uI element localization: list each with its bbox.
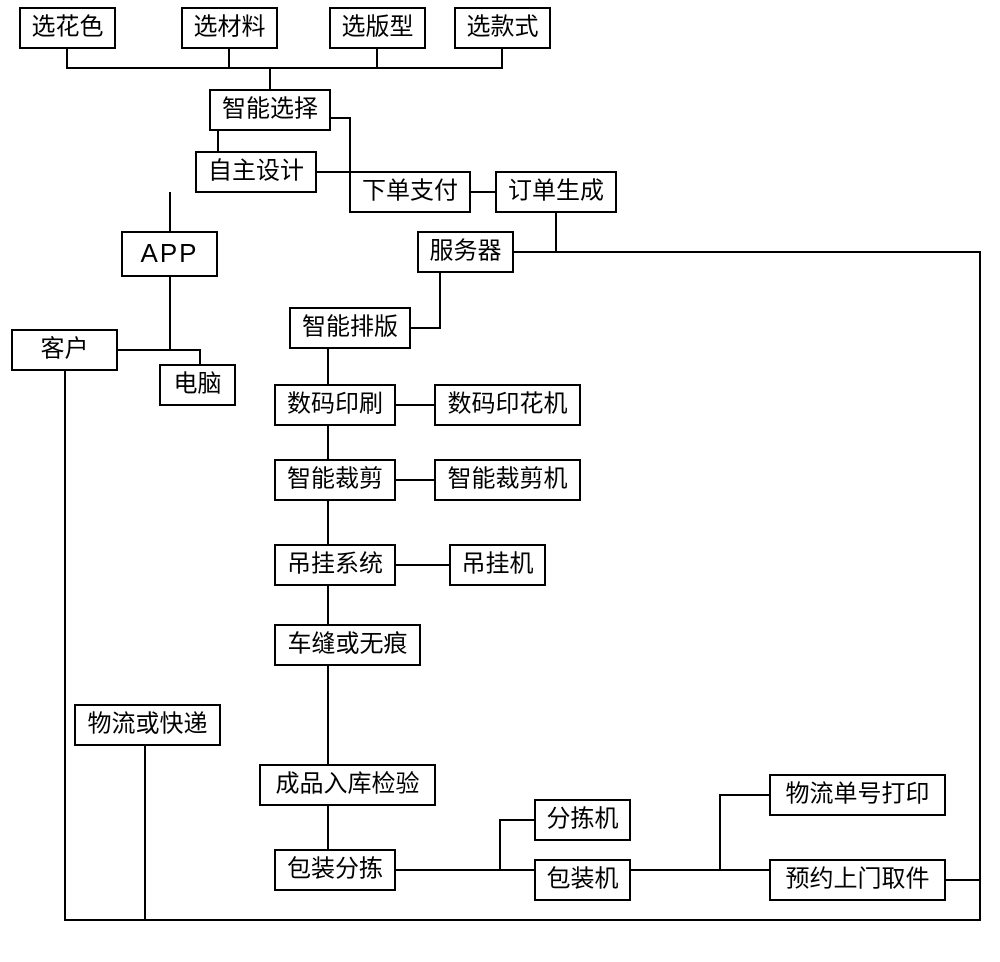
- node-label: 包装分拣: [287, 856, 383, 883]
- node-label: APP: [140, 238, 198, 268]
- node-packer: 包装机: [535, 860, 630, 900]
- edge: [410, 272, 440, 328]
- node-computer: 电脑: [160, 365, 235, 405]
- node-label: 包装机: [547, 866, 619, 893]
- node-label: 客户: [41, 336, 89, 363]
- node-sel_version: 选版型: [330, 8, 425, 48]
- node-pack_sort: 包装分拣: [275, 850, 395, 890]
- node-label: 智能裁剪: [287, 466, 383, 493]
- node-hang_sys: 吊挂系统: [275, 545, 395, 585]
- node-app: APP: [122, 232, 217, 276]
- node-label: 自主设计: [208, 158, 304, 185]
- node-label: 下单支付: [362, 178, 458, 205]
- node-sorter: 分拣机: [535, 800, 630, 840]
- node-hanger: 吊挂机: [450, 545, 545, 585]
- node-label: 吊挂系统: [287, 551, 383, 578]
- node-server: 服务器: [418, 232, 513, 272]
- node-label: 数码印刷: [287, 391, 383, 418]
- node-cutter: 智能裁剪机: [435, 460, 580, 500]
- edge: [67, 48, 502, 68]
- node-label: 选花色: [32, 14, 104, 41]
- node-label: 分拣机: [547, 806, 619, 833]
- node-order_gen: 订单生成: [496, 172, 616, 212]
- node-self_design: 自主设计: [196, 152, 316, 192]
- node-label: 选版型: [342, 14, 414, 41]
- node-print_no: 物流单号打印: [770, 775, 945, 815]
- node-printer: 数码印花机: [435, 385, 580, 425]
- node-logistics: 物流或快递: [75, 705, 220, 745]
- edge: [395, 820, 535, 870]
- node-label: 物流或快递: [88, 711, 208, 738]
- node-label: 智能裁剪机: [448, 466, 568, 493]
- node-label: 智能排版: [302, 314, 398, 341]
- node-label: 车缝或无痕: [288, 631, 408, 658]
- node-smart_select: 智能选择: [210, 90, 330, 130]
- node-sew: 车缝或无痕: [275, 625, 420, 665]
- node-label: 电脑: [174, 371, 222, 398]
- node-sel_material: 选材料: [182, 8, 277, 48]
- node-inspection: 成品入库检验: [260, 765, 435, 805]
- node-pickup: 预约上门取件: [770, 860, 945, 900]
- edge: [513, 212, 556, 252]
- node-digital_print: 数码印刷: [275, 385, 395, 425]
- node-smart_cut: 智能裁剪: [275, 460, 395, 500]
- edge: [630, 795, 770, 870]
- edge: [117, 350, 200, 365]
- node-order_pay: 下单支付: [350, 172, 470, 212]
- node-label: 吊挂机: [462, 551, 534, 578]
- node-label: 服务器: [430, 238, 502, 265]
- node-label: 智能选择: [222, 96, 318, 123]
- edge: [330, 118, 350, 172]
- node-customer: 客户: [12, 330, 117, 370]
- node-label: 订单生成: [508, 178, 604, 205]
- node-label: 预约上门取件: [786, 866, 930, 893]
- node-sel_style: 选款式: [455, 8, 550, 48]
- edge: [65, 370, 145, 920]
- node-label: 成品入库检验: [276, 771, 420, 798]
- node-label: 数码印花机: [448, 391, 568, 418]
- node-label: 选款式: [467, 14, 539, 41]
- flowchart-diagram: 选花色选材料选版型选款式智能选择自主设计下单支付订单生成APP服务器客户电脑智能…: [0, 0, 1000, 962]
- node-label: 选材料: [194, 14, 266, 41]
- node-sel_color: 选花色: [20, 8, 115, 48]
- node-label: 物流单号打印: [786, 781, 930, 808]
- node-smart_layout: 智能排版: [290, 308, 410, 348]
